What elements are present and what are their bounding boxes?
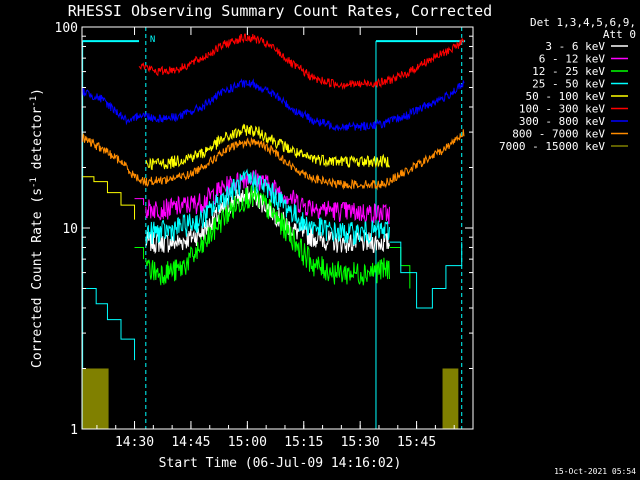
series-line-4 — [145, 123, 390, 171]
y-axis-label-exp1: -1 — [29, 177, 39, 188]
x-tick-label-1: 14:45 — [171, 435, 210, 450]
early-segment-0 — [82, 176, 136, 220]
x-axis-label: Start Time (06-Jul-09 14:16:02) — [159, 456, 402, 471]
x-tick-label-3: 15:15 — [284, 435, 323, 450]
y-tick-label-1: 10 — [62, 222, 78, 237]
series-line-6 — [82, 78, 465, 132]
axes: 14:30 14:45 15:00 15:15 15:30 15:45 1 10 100 — [55, 21, 474, 450]
legend-label-2: 12 - 25 keV — [532, 65, 605, 78]
night-marker-label-0: N — [150, 35, 155, 45]
x-tick-label-2: 15:00 — [228, 435, 267, 450]
legend-label-1: 6 - 12 keV — [539, 53, 606, 66]
series-line-1 — [145, 169, 390, 225]
legend-label-6: 300 - 800 keV — [519, 115, 605, 128]
y-axis-label: Corrected Count Rate (s-1 detector-1) — [29, 88, 45, 368]
legend-label-4: 50 - 100 keV — [526, 90, 606, 103]
x-tick-label-0: 14:30 — [115, 435, 154, 450]
chart-title: RHESSI Observing Summary Count Rates, Co… — [68, 2, 492, 20]
y-axis-label-prefix: Corrected Count Rate (s — [30, 188, 45, 368]
series-line-2 — [145, 185, 390, 286]
legend-label-0: 3 - 6 keV — [545, 40, 605, 53]
plot-lines: N — [82, 27, 466, 429]
y-tick-label-0: 1 — [70, 423, 78, 438]
early-segment-3 — [134, 246, 145, 260]
olive-block-0 — [82, 368, 109, 429]
early-segment-1 — [82, 288, 136, 361]
series-line-7 — [82, 129, 465, 191]
footer-timestamp: 15-Oct-2021 05:54 — [554, 467, 636, 476]
legend-header-0: Det 1,3,4,5,6,9, — [530, 16, 636, 29]
series-line-5 — [138, 33, 465, 91]
legend-label-5: 100 - 300 keV — [519, 103, 605, 116]
legend-label-7: 800 - 7000 keV — [512, 128, 605, 141]
y-axis-label-exp2: -1 — [29, 96, 39, 107]
legend-label-3: 25 - 50 keV — [532, 78, 605, 91]
y-tick-label-2: 100 — [55, 21, 78, 36]
olive-block-1 — [442, 368, 459, 429]
legend-header-1: Att 0 — [603, 28, 636, 41]
y-axis-label-mid: detector — [30, 107, 45, 178]
x-tick-label-5: 15:45 — [397, 435, 436, 450]
late-segment-1 — [389, 241, 463, 309]
x-tick-label-4: 15:30 — [341, 435, 380, 450]
y-axis-label-suffix: ) — [30, 88, 45, 96]
series-line-3 — [145, 168, 390, 246]
legend-label-8: 7000 - 15000 keV — [499, 140, 605, 153]
early-segment-2 — [134, 198, 145, 206]
